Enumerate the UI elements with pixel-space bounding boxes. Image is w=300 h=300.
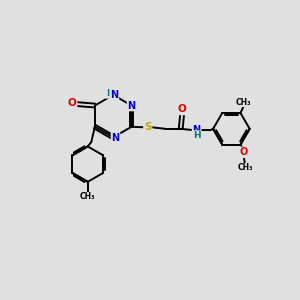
- Text: CH₃: CH₃: [236, 98, 251, 107]
- Text: H: H: [106, 89, 113, 98]
- Text: N: N: [128, 100, 136, 110]
- Text: N: N: [193, 125, 201, 135]
- Text: H: H: [193, 131, 200, 140]
- Text: O: O: [68, 98, 76, 109]
- Text: CH₃: CH₃: [80, 192, 95, 201]
- Text: O: O: [178, 104, 187, 114]
- Text: CH₃: CH₃: [238, 163, 253, 172]
- Text: O: O: [239, 147, 247, 157]
- Text: N: N: [110, 90, 118, 100]
- Text: S: S: [144, 122, 152, 132]
- Text: N: N: [112, 133, 120, 143]
